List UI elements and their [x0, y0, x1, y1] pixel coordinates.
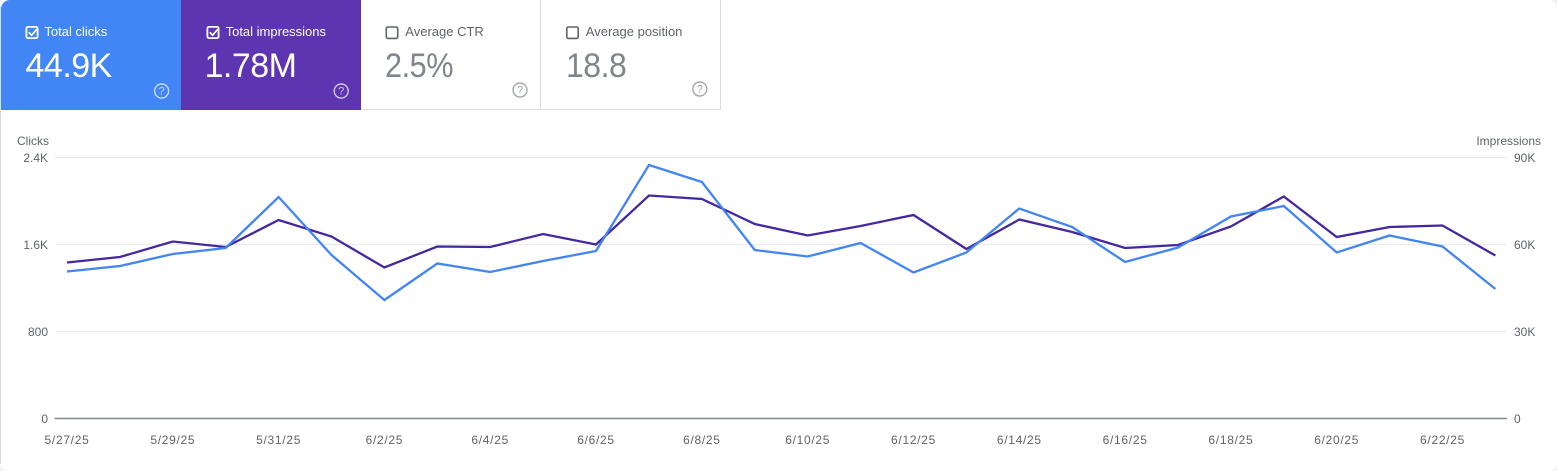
svg-text:?: ?	[338, 86, 344, 98]
svg-text:?: ?	[517, 85, 523, 97]
svg-text:?: ?	[697, 84, 703, 96]
svg-text:?: ?	[159, 86, 165, 98]
